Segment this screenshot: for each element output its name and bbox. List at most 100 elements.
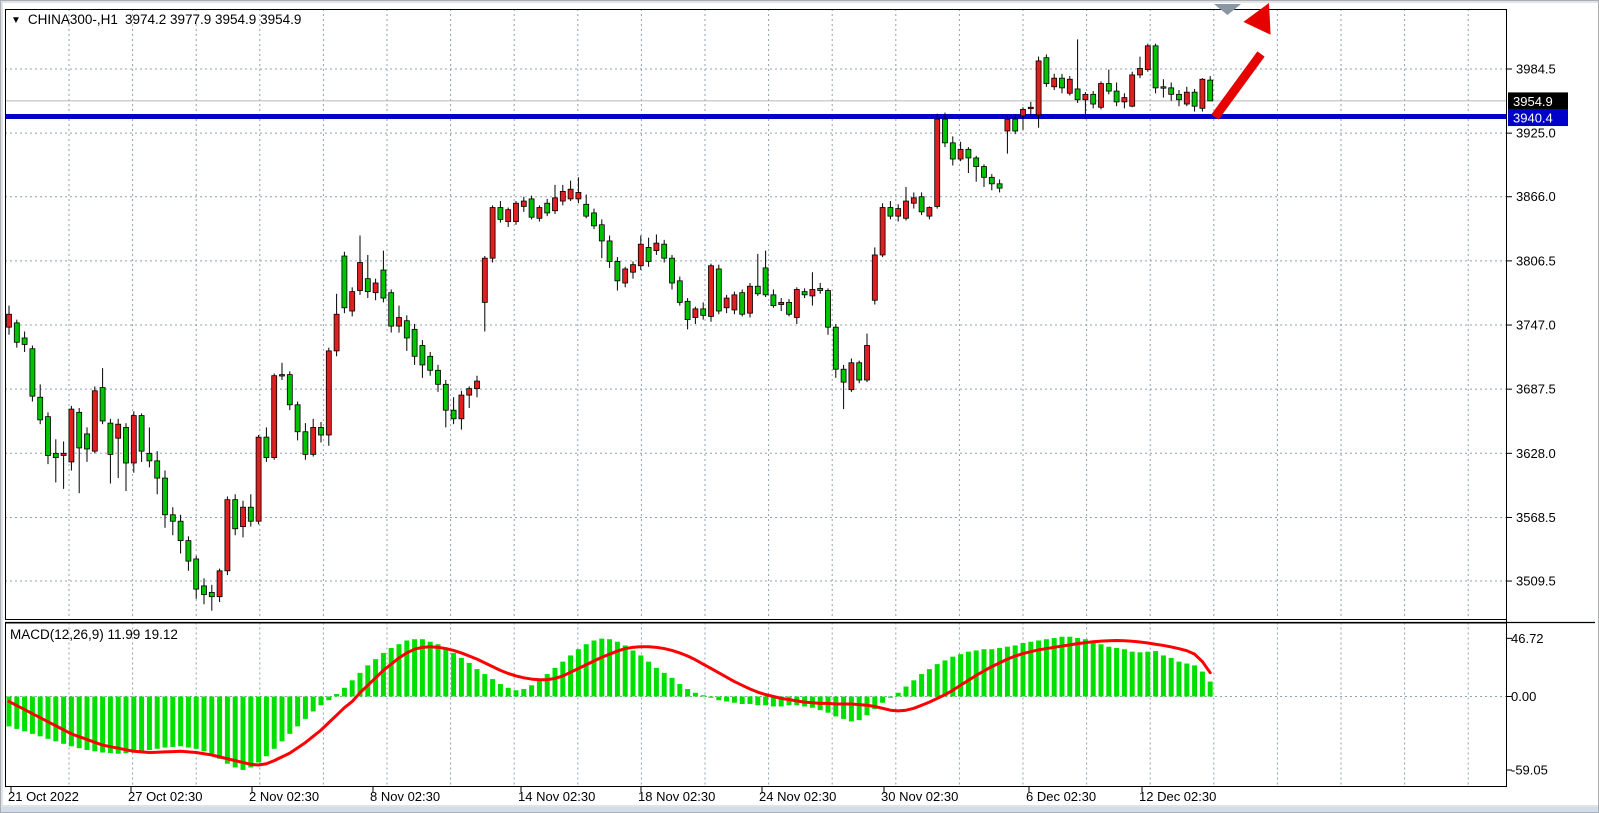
macd-histogram-bar [22,696,28,732]
macd-histogram-bar [123,696,129,754]
candle [957,141,964,162]
candle-body [380,269,387,299]
candle [575,177,582,204]
candle-body [598,224,605,242]
candle-body [848,362,855,391]
candle-body [497,207,504,220]
macd-histogram-bar [630,650,636,697]
candle-body [216,570,223,598]
candle-body [1113,90,1120,103]
macd-histogram-bar [1192,665,1198,697]
macd-histogram-bar [1004,646,1010,697]
macd-histogram-bar [1043,639,1049,697]
candle [208,584,215,611]
candle-body [318,427,324,436]
macd-histogram-bar [162,696,168,748]
candle [700,302,707,320]
trend-arrow-shaft[interactable] [1211,51,1265,120]
candle-body [458,394,465,420]
candle [973,155,980,182]
macd-histogram-bar [880,696,886,703]
candle-body [942,118,948,144]
candle [84,427,90,462]
candle-body [832,326,839,370]
macd-histogram-bar [1059,636,1065,697]
time-axis-label: 18 Nov 02:30 [638,789,715,804]
candle-body [403,320,410,339]
chart-title-row: ▼ CHINA300-,H1 3974.2 3977.9 3954.9 3954… [11,12,301,27]
macd-histogram-bar [497,684,503,697]
candle [645,237,652,267]
candle [427,351,434,376]
macd-axis-label: -59.05 [1511,763,1548,778]
macd-signal-line [7,638,1212,767]
candle [723,294,730,314]
candle [552,184,558,214]
candle-body [981,166,987,178]
candle-body [825,290,831,328]
candle [52,439,59,483]
macd-histogram-bar [669,677,675,697]
macd-histogram-bar [965,651,971,697]
macd-histogram-bar [193,696,199,749]
macd-histogram-bar [256,696,262,763]
candle-body [21,337,28,345]
macd-histogram-bar [279,696,285,742]
candle [193,555,200,599]
candle-body [871,254,878,301]
candle-body [1207,79,1214,102]
candle [403,315,410,351]
macd-histogram-bar [1114,647,1120,697]
candle [544,198,551,217]
symbol-dropdown-icon[interactable]: ▼ [11,14,21,26]
candle-body [193,558,200,590]
candle [255,434,262,525]
candle [130,411,137,473]
candle [965,147,972,174]
macd-histogram-bar [575,649,581,697]
candle [185,536,192,571]
candle-body [1043,57,1050,84]
trend-arrow-head[interactable] [1243,3,1271,35]
candle [747,282,753,318]
candle-body [1129,74,1136,107]
candle [286,371,293,411]
price-axis-label: 3628.0 [1516,446,1556,461]
candle-body [271,375,278,459]
candle-body [778,301,785,305]
candle-body [37,396,44,421]
candle-body [427,355,434,371]
candle-body [809,289,816,297]
chart-shift-triangle-icon[interactable] [1214,4,1241,15]
macd-histogram-bar [997,647,1003,697]
candle [247,494,254,527]
candle-body [146,452,153,462]
symbol-period-label: CHINA300-,H1 [27,12,118,27]
macd-histogram-bar [724,696,730,702]
macd-histogram-bar [1075,637,1081,697]
macd-histogram-bar [848,696,854,722]
candle [489,205,496,263]
candle [6,305,12,335]
candle [21,331,28,352]
candle [770,289,777,308]
candle-body [700,308,707,316]
candle [1020,107,1026,130]
macd-histogram-bar [14,696,20,729]
candle [1152,43,1159,94]
candle [224,496,231,576]
candle [809,272,816,306]
candle-body [747,285,753,314]
candle [715,264,722,315]
candle-body [1066,78,1073,94]
candle-body [138,415,145,452]
macd-histogram-bar [981,649,987,697]
candle [653,234,660,255]
macd-histogram-bar [349,680,355,697]
macd-histogram-bar [61,696,67,744]
macd-histogram-bar [334,694,340,697]
macd-histogram-bar [1098,644,1104,697]
candle-body [996,183,1003,189]
